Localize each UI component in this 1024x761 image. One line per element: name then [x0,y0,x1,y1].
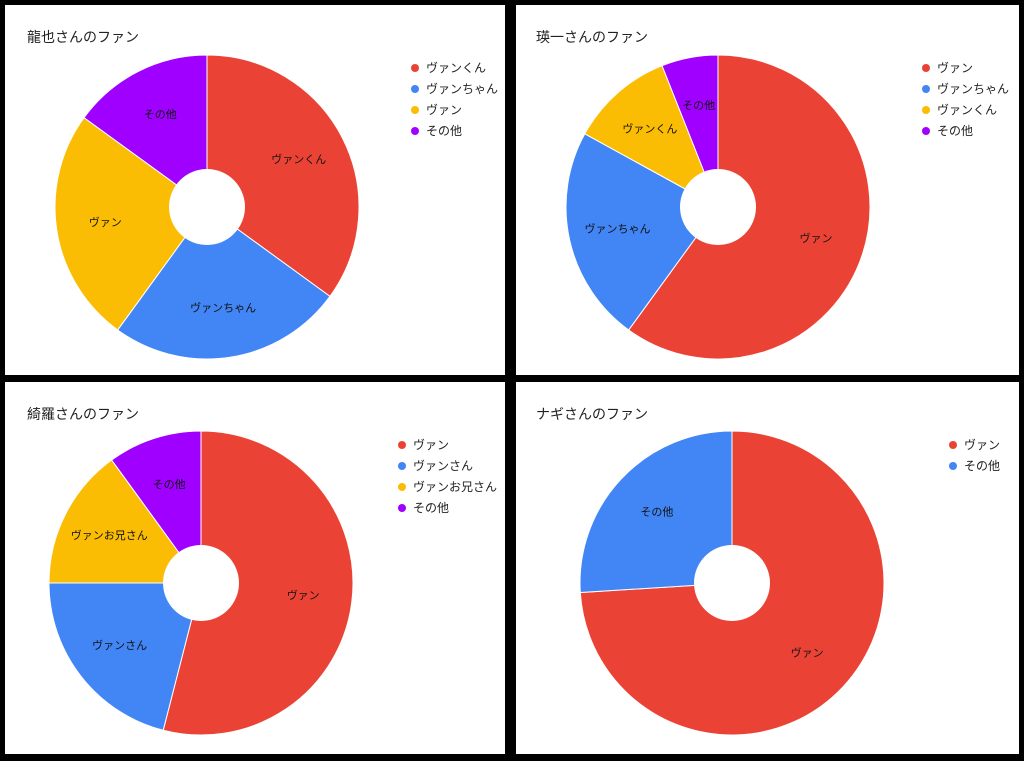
legend-swatch-icon [411,84,419,93]
legend-swatch-icon [922,126,930,135]
legend-label: ヴァンちゃん [937,82,1010,96]
legend-label: ヴァン [426,103,463,117]
slice-label: ヴァン [799,231,832,245]
donut-hole [163,545,239,621]
slice-label: ヴァン [89,215,122,229]
legend-swatch-icon [398,440,406,449]
chart-panel-4: ナギさんのファン ヴァン その他 ヴァン その他 [516,382,1019,754]
legend-swatch-icon [411,105,419,114]
legend-label: ヴァン [964,438,1001,452]
slice-label: その他 [153,478,186,491]
chart-legend: ヴァンヴァンちゃん ヴァンくんその他 [922,57,1009,141]
slice-label: ヴァンちゃん [584,221,650,235]
legend-label: ヴァンくん [937,103,998,117]
legend-item: ヴァンちゃん [922,78,1009,99]
legend-label: その他 [964,459,1001,473]
legend-item: その他 [922,120,1009,141]
legend-item: ヴァン [411,99,498,120]
chart-legend: ヴァン その他 [949,434,1000,476]
slice-label: その他 [640,505,673,518]
chart-legend: ヴァンくんヴァンちゃん ヴァンその他 [411,57,498,141]
legend-label: ヴァン [937,61,974,75]
legend-label: ヴァン [413,438,450,452]
donut-hole [169,169,245,245]
legend-item: その他 [398,497,497,518]
pie-slice-3 [48,459,202,584]
legend-label: その他 [937,124,974,138]
legend-item: ヴァン [922,57,1009,78]
legend-label: その他 [413,501,450,515]
legend-swatch-icon [949,461,957,470]
slice-label: その他 [144,108,177,121]
legend-swatch-icon [411,126,419,135]
pie-slice-2 [579,430,733,594]
chart-title: 龍也さんのファン [27,30,139,46]
legend-item: ヴァン [398,434,497,455]
pie-slice-1 [162,430,354,736]
legend-item: ヴァン [949,434,1000,455]
chart-legend: ヴァンヴァンさんヴァンお兄さん その他 [398,434,497,518]
legend-label: ヴァンくん [426,61,487,75]
chart-panel-2: 瑛一さんのファン ヴァン ヴァンちゃん ヴァンくん その他 ヴァン ヴァンちゃん ヴァンく… [516,5,1019,375]
pie-slice-3 [54,116,208,331]
legend-label: ヴァンちゃん [426,82,499,96]
legend-label: その他 [426,124,463,138]
chart-title: 瑛一さんのファン [536,30,648,46]
legend-swatch-icon [922,63,930,72]
legend-swatch-icon [922,84,930,93]
pie-slice-4 [110,430,202,585]
slice-label: ヴァン [791,646,824,660]
legend-item: ヴァンさん [398,455,497,476]
legend-item: ヴァンくん [922,99,1009,120]
pie-slice-1 [206,54,360,298]
slice-label: ヴァンちゃん [190,301,256,315]
chart-title: ナギさんのファン [536,407,648,423]
pie-slice-2 [48,582,202,731]
pie-slice-4 [83,54,208,208]
legend-item: ヴァンお兄さん [398,476,497,497]
legend-item: ヴァンちゃん [411,78,498,99]
pie-slice-3 [584,65,719,209]
donut-chart: ヴァン その他 [579,430,885,736]
legend-swatch-icon [398,461,406,470]
legend-label: ヴァンお兄さん [413,480,498,494]
pie-slice-4 [661,54,719,208]
legend-swatch-icon [398,503,406,512]
pie-slice-2 [116,206,331,360]
slice-label: ヴァンくん [622,122,677,136]
legend-item: ヴァンくん [411,57,498,78]
legend-item: その他 [949,455,1000,476]
legend-swatch-icon [949,440,957,449]
pie-slice-2 [565,133,719,331]
slice-label: ヴァンさん [92,638,147,652]
donut-hole [694,545,770,621]
slice-label: ヴァンお兄さん [71,528,148,542]
legend-swatch-icon [922,105,930,114]
chart-title: 綺羅さんのファン [27,407,139,423]
slice-label: その他 [682,99,715,112]
legend-item: その他 [411,120,498,141]
legend-swatch-icon [411,63,419,72]
legend-swatch-icon [398,482,406,491]
slice-label: ヴァン [287,588,320,602]
donut-hole [680,169,756,245]
chart-panel-3: 綺羅さんのファン ヴァン ヴァンさん ヴァンお兄さん その他 ヴァン ヴァンさん ヴァンお… [5,382,505,754]
legend-label: ヴァンさん [413,459,474,473]
chart-panel-1: 龍也さんのファン ヴァンくん ヴァンちゃん ヴァン その他 ヴァンくん ヴァンちゃん ヴァ… [5,5,505,375]
slice-label: ヴァンくん [271,152,326,166]
